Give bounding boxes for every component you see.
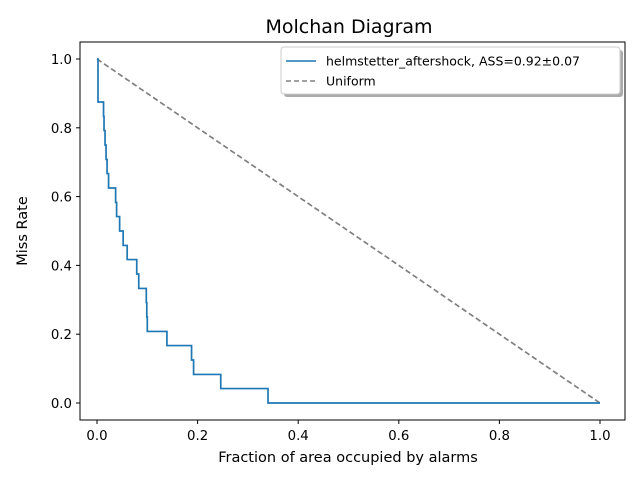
x-tick-label: 1.0 (589, 429, 610, 444)
series-layer (96, 58, 601, 404)
x-axis-label: Fraction of area occupied by alarms (218, 450, 478, 466)
x-tick-label: 0.0 (86, 429, 107, 444)
x-tick-label: 0.8 (489, 429, 510, 444)
y-axis: 0.0 0.2 0.4 0.6 0.8 1.0 (51, 53, 80, 412)
y-tick-label: 0.4 (51, 259, 72, 274)
legend-label-helmstetter: helmstetter_aftershock, ASS=0.92±0.07 (326, 54, 580, 69)
legend-label-uniform: Uniform (326, 74, 376, 89)
y-tick-label: 1.0 (51, 53, 72, 68)
y-axis-label: Miss Rate (15, 196, 31, 266)
series-helmstetter-line (97, 58, 600, 404)
x-tick-label: 0.4 (288, 429, 309, 444)
axes-frame (79, 41, 626, 421)
y-tick-label: 0.6 (51, 191, 72, 206)
x-tick-label: 0.6 (388, 429, 409, 444)
x-tick-label: 0.2 (187, 429, 208, 444)
y-tick-label: 0.0 (51, 397, 72, 412)
y-tick-label: 0.2 (51, 328, 72, 343)
chart-title: Molchan Diagram (265, 16, 432, 38)
y-tick-label: 0.8 (51, 122, 72, 137)
plot-area (79, 41, 626, 421)
legend-box (280, 46, 621, 95)
legend: helmstetter_aftershock, ASS=0.92±0.07 Un… (280, 46, 623, 97)
x-axis: 0.0 0.2 0.4 0.6 0.8 1.0 (86, 420, 611, 444)
